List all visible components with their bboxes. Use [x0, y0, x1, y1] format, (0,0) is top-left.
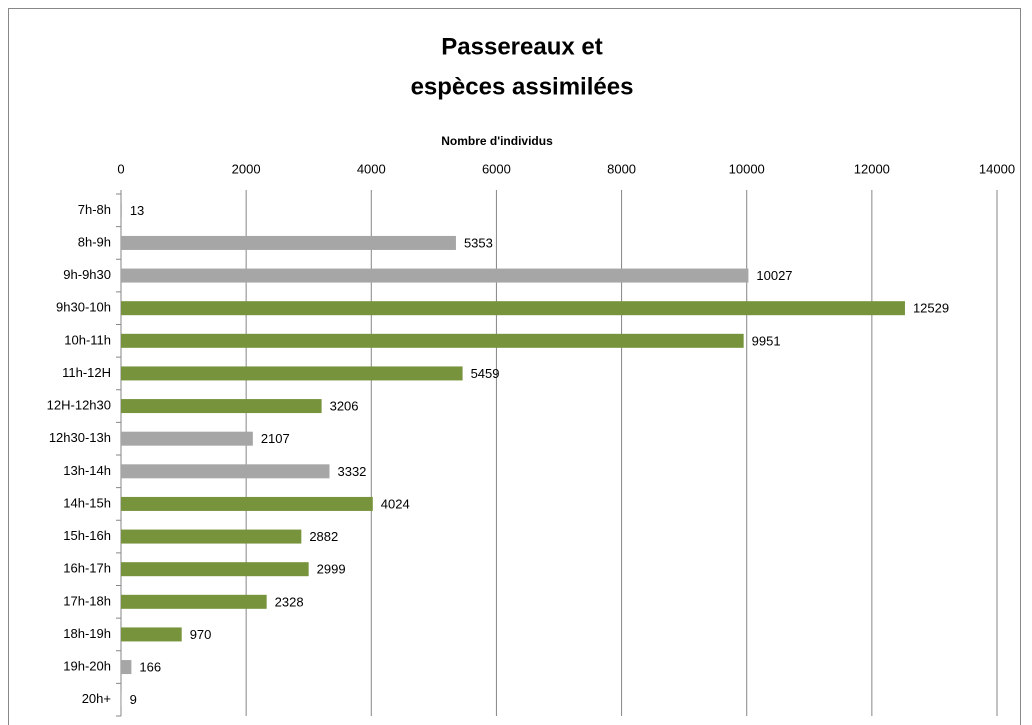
data-label: 2107 — [261, 431, 290, 446]
data-label: 5459 — [471, 366, 500, 381]
y-tick-label: 12H-12h30 — [47, 398, 111, 413]
data-label: 970 — [190, 627, 212, 642]
data-label: 4024 — [381, 496, 410, 511]
data-label: 10027 — [756, 268, 792, 283]
x-tick-label: 6000 — [482, 161, 511, 176]
y-tick-label: 17h-18h — [63, 593, 111, 608]
data-label: 2999 — [317, 562, 346, 577]
bar — [121, 268, 749, 283]
y-tick-label: 9h30-10h — [56, 300, 111, 315]
y-tick-label: 7h-8h — [78, 202, 111, 217]
data-label: 9 — [130, 692, 137, 707]
bar — [121, 464, 330, 479]
bar — [121, 562, 309, 577]
x-axis-label: Nombre d'individus — [441, 134, 553, 148]
y-tick-label: 12h30-13h — [49, 430, 111, 445]
bar — [121, 594, 267, 609]
bar — [121, 399, 322, 414]
y-tick-label: 18h-19h — [63, 626, 111, 641]
bar — [121, 660, 132, 675]
x-tick-label: 4000 — [357, 161, 386, 176]
bar — [121, 529, 302, 544]
data-label: 5353 — [464, 235, 493, 250]
y-tick-label: 15h-16h — [63, 528, 111, 543]
bar — [121, 333, 744, 348]
bar — [121, 203, 122, 218]
data-label: 3206 — [330, 399, 359, 414]
bar — [121, 235, 456, 250]
bar — [121, 301, 905, 316]
x-tick-label: 2000 — [232, 161, 261, 176]
chart-title: Passereaux et — [441, 33, 602, 60]
bar — [121, 496, 373, 511]
y-tick-label: 11h-12H — [62, 365, 111, 380]
y-tick-label: 16h-17h — [63, 561, 111, 576]
y-tick-label: 19h-20h — [63, 659, 111, 674]
x-tick-label: 0 — [117, 161, 124, 176]
y-tick-label: 14h-15h — [63, 495, 111, 510]
y-tick-label: 9h-9h30 — [63, 267, 111, 282]
chart-title: espèces assimilées — [411, 73, 634, 100]
data-label: 2882 — [309, 529, 338, 544]
y-tick-label: 10h-11h — [64, 332, 111, 347]
data-label: 12529 — [913, 301, 949, 316]
data-label: 3332 — [337, 464, 366, 479]
bar — [121, 627, 182, 642]
y-tick-label: 13h-14h — [63, 463, 111, 478]
data-label: 13 — [130, 203, 144, 218]
x-tick-label: 8000 — [607, 161, 636, 176]
y-tick-label: 8h-9h — [78, 234, 111, 249]
bar — [121, 692, 122, 707]
bar — [121, 431, 253, 446]
bar — [121, 366, 463, 381]
x-tick-label: 12000 — [854, 161, 890, 176]
x-tick-label: 10000 — [729, 161, 765, 176]
x-tick-label: 14000 — [979, 161, 1015, 176]
data-label: 2328 — [275, 594, 304, 609]
data-label: 166 — [139, 660, 161, 675]
data-label: 9951 — [752, 333, 781, 348]
y-tick-label: 20h+ — [82, 691, 111, 706]
